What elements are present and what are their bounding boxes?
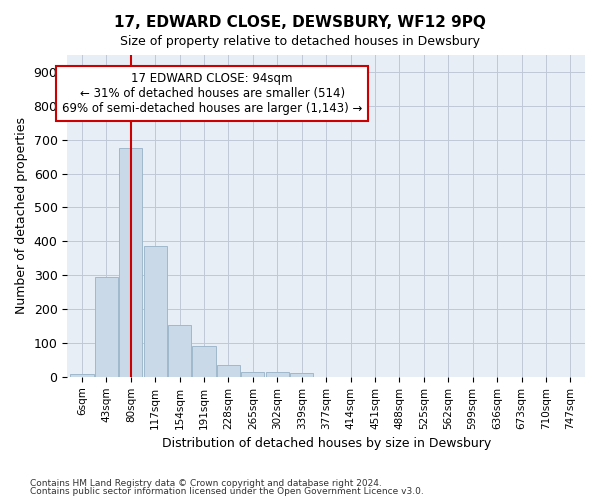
Text: 17, EDWARD CLOSE, DEWSBURY, WF12 9PQ: 17, EDWARD CLOSE, DEWSBURY, WF12 9PQ [114,15,486,30]
Bar [217,365,240,377]
Text: Contains HM Land Registry data © Crown copyright and database right 2024.: Contains HM Land Registry data © Crown c… [30,478,382,488]
Bar [168,326,191,377]
Text: Contains public sector information licensed under the Open Government Licence v3: Contains public sector information licen… [30,487,424,496]
Text: Size of property relative to detached houses in Dewsbury: Size of property relative to detached ho… [120,35,480,48]
Text: 17 EDWARD CLOSE: 94sqm
← 31% of detached houses are smaller (514)
69% of semi-de: 17 EDWARD CLOSE: 94sqm ← 31% of detached… [62,72,362,115]
Bar [95,277,118,377]
Bar [290,374,313,377]
Bar [193,346,215,377]
X-axis label: Distribution of detached houses by size in Dewsbury: Distribution of detached houses by size … [161,437,491,450]
Bar [119,148,142,377]
Bar [266,372,289,377]
Y-axis label: Number of detached properties: Number of detached properties [15,118,28,314]
Bar [241,372,265,377]
Bar [143,246,167,377]
Bar [70,374,94,377]
